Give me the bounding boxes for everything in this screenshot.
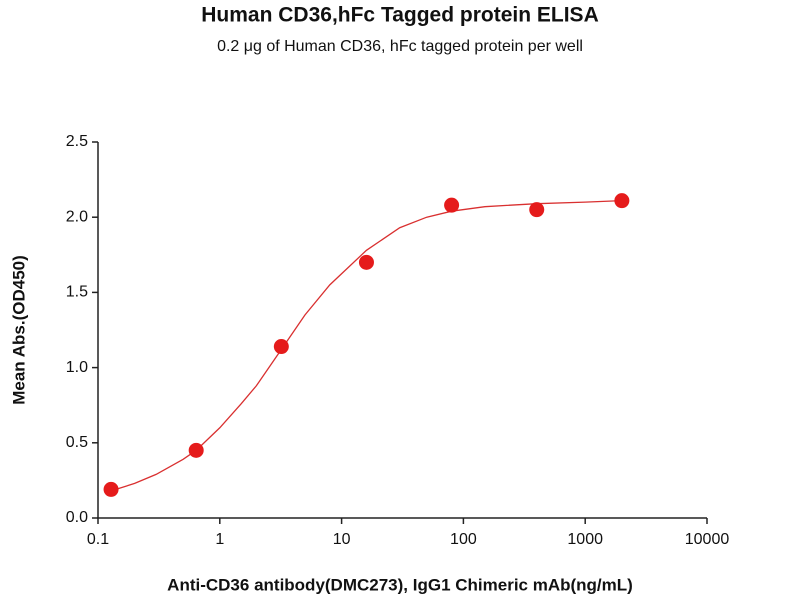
data-point (529, 202, 545, 218)
data-point (103, 481, 119, 497)
x-tick-label: 10 (333, 531, 351, 548)
data-point (358, 254, 374, 270)
y-tick-label: 1.0 (66, 359, 88, 376)
data-point (273, 339, 289, 355)
x-tick-label: 100 (450, 531, 477, 548)
y-axis-label: Mean Abs.(OD450) (9, 255, 28, 405)
data-point (444, 197, 460, 213)
data-point (188, 442, 204, 458)
y-tick-label: 0.0 (66, 509, 88, 526)
x-tick-label: 1000 (567, 531, 603, 548)
x-tick-label: 10000 (685, 531, 730, 548)
chart-subtitle: 0.2 μg of Human CD36, hFc tagged protein… (217, 38, 583, 55)
y-tick-label: 2.0 (66, 208, 88, 225)
y-tick-label: 2.5 (66, 133, 88, 150)
chart-title: Human CD36,hFc Tagged protein ELISA (201, 4, 598, 27)
x-axis-label: Anti-CD36 antibody(DMC273), IgG1 Chimeri… (167, 575, 633, 594)
fit-curve (110, 200, 622, 492)
x-tick-label: 1 (215, 531, 224, 548)
data-point (614, 193, 630, 209)
x-tick-label: 0.1 (87, 531, 109, 548)
y-tick-label: 1.5 (66, 284, 88, 301)
y-tick-label: 0.5 (66, 434, 88, 451)
